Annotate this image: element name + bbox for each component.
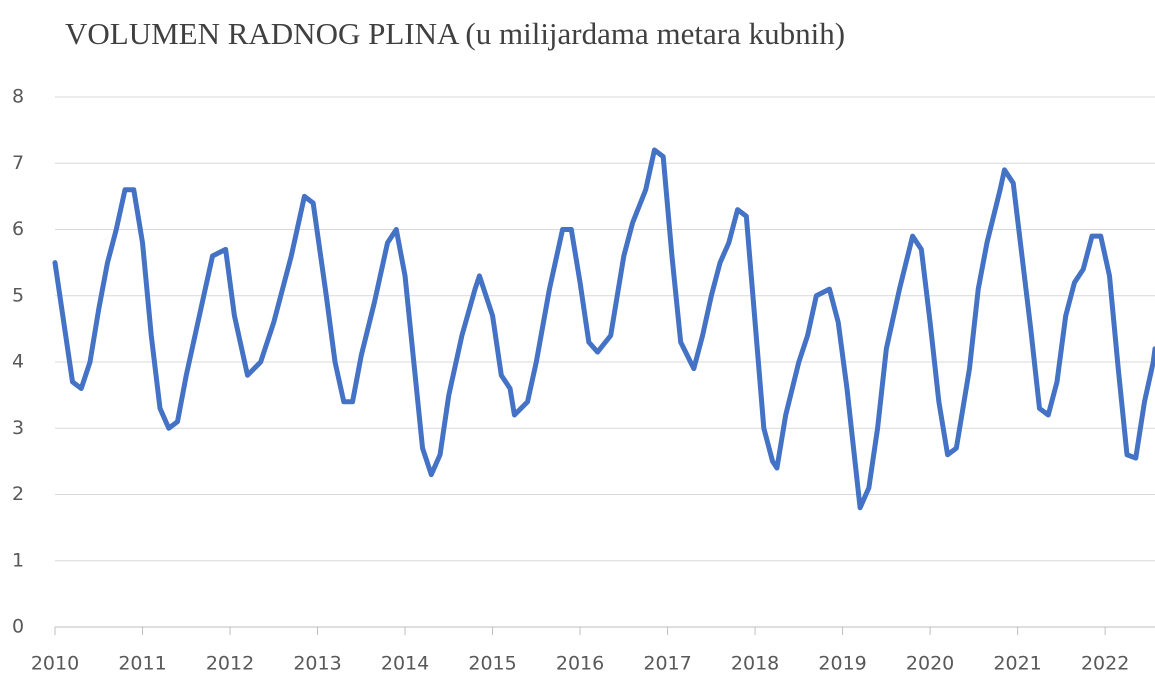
y-tick-label: 1 [12, 549, 24, 571]
x-tick-label: 2013 [293, 653, 341, 675]
y-tick-label: 6 [12, 218, 24, 240]
y-tick-label: 7 [12, 152, 24, 174]
y-tick-label: 3 [12, 417, 24, 439]
y-tick-label: 4 [12, 351, 24, 373]
x-tick-label: 2020 [906, 653, 954, 675]
x-tick-label: 2014 [381, 653, 429, 675]
y-tick-label: 5 [12, 284, 24, 306]
x-tick-label: 2011 [118, 653, 166, 675]
x-tick-label: 2017 [643, 653, 691, 675]
x-tick-label: 2022 [1081, 653, 1129, 675]
x-tick-label: 2018 [731, 653, 779, 675]
x-tick-label: 2010 [31, 653, 79, 675]
x-tick-label: 2015 [468, 653, 516, 675]
x-tick-label: 2019 [818, 653, 866, 675]
y-tick-label: 2 [12, 483, 24, 505]
x-tick-label: 2021 [993, 653, 1041, 675]
data-line [52, 147, 1155, 511]
y-tick-label: 0 [12, 616, 24, 638]
y-tick-label: 8 [12, 86, 24, 108]
x-tick-label: 2012 [206, 653, 254, 675]
chart-title: VOLUMEN RADNOG PLINA (u milijardama meta… [65, 16, 845, 51]
x-tick-label: 2016 [556, 653, 604, 675]
